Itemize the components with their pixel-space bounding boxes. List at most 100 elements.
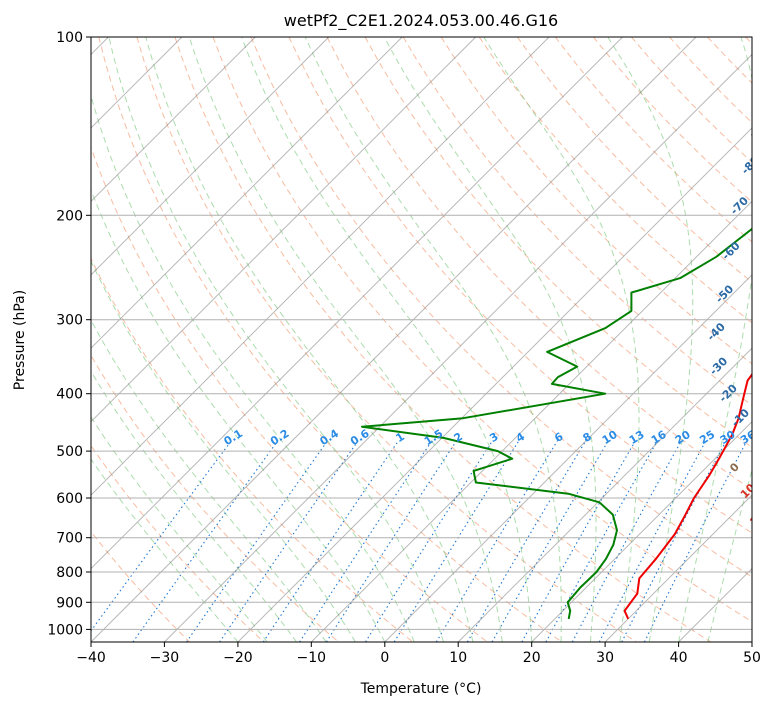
isotherm bbox=[91, 37, 403, 349]
mixing-ratio-label: 10 bbox=[600, 428, 620, 447]
x-tick-label: 40 bbox=[670, 650, 688, 666]
dry-adiabat bbox=[440, 37, 752, 365]
isotherm bbox=[91, 37, 623, 570]
dry-adiabat bbox=[212, 37, 752, 623]
dry-adiabat bbox=[91, 354, 339, 642]
y-tick-label: 600 bbox=[56, 491, 83, 507]
x-tick-label: 50 bbox=[743, 650, 761, 666]
isotherm bbox=[164, 53, 752, 642]
mixing-ratio-lines bbox=[91, 440, 748, 642]
moist-adiabat bbox=[707, 467, 752, 642]
moist-adiabat bbox=[91, 458, 239, 642]
dry-adiabat bbox=[91, 257, 414, 642]
dry-adiabat bbox=[669, 37, 752, 124]
isotherm bbox=[91, 37, 697, 642]
isotherms bbox=[91, 37, 752, 642]
plot-frame bbox=[90, 36, 753, 643]
y-tick-label: 300 bbox=[56, 313, 83, 329]
isobars bbox=[91, 37, 752, 630]
moist-adiabat bbox=[607, 37, 694, 642]
y-tick-label: 100 bbox=[56, 30, 83, 46]
dry-adiabat bbox=[91, 145, 488, 642]
mixing-ratio-line bbox=[491, 440, 609, 642]
moist-adiabat bbox=[304, 37, 562, 642]
dry-adiabat-label: -60 bbox=[719, 239, 742, 262]
sounding-traces bbox=[361, 227, 752, 620]
y-axis-ticks: 100 200 300 400 500 600 700 800 900 1000 bbox=[47, 30, 91, 638]
dry-adiabat-label: -20 bbox=[717, 381, 740, 404]
moist-adiabat bbox=[91, 93, 415, 642]
moist-adiabat bbox=[483, 37, 640, 642]
mixing-ratio-line bbox=[219, 440, 359, 642]
mixing-ratio-label: 3 bbox=[487, 430, 500, 445]
mixing-ratio-line bbox=[621, 440, 727, 642]
isotherm bbox=[384, 274, 752, 642]
dry-adiabat bbox=[593, 37, 752, 203]
chart-title: wetPf2_C2E1.2024.053.00.46.G16 bbox=[284, 11, 558, 31]
plot-area: -100-90-80-70-60-50-40-30-20-10010203040… bbox=[91, 37, 775, 642]
mixing-ratio-line bbox=[466, 440, 587, 642]
mixing-ratio-line bbox=[91, 440, 232, 632]
dry-adiabat bbox=[250, 37, 752, 578]
mixing-ratio-label: 36 bbox=[738, 428, 758, 447]
moist-adiabats bbox=[91, 37, 752, 642]
mixing-ratio-label: 25 bbox=[697, 428, 717, 447]
isotherm bbox=[751, 641, 752, 642]
isotherm bbox=[678, 567, 752, 642]
x-tick-label: −10 bbox=[297, 650, 327, 666]
dry-adiabat-label: -50 bbox=[713, 282, 736, 305]
x-tick-label: −40 bbox=[76, 650, 106, 666]
dry-adiabat-label: -10 bbox=[729, 406, 752, 429]
dry-adiabat-label: -100 bbox=[767, 69, 775, 98]
mixing-ratio-label: 30 bbox=[718, 428, 738, 447]
y-tick-label: 900 bbox=[56, 595, 83, 611]
mixing-ratio-label: 20 bbox=[673, 428, 693, 447]
x-axis-ticks: −40 −30 −20 −10 0 10 20 30 40 50 bbox=[76, 642, 761, 666]
isotherm bbox=[310, 200, 752, 642]
mixing-ratio-label: 0.6 bbox=[348, 427, 372, 449]
moist-adiabat bbox=[678, 37, 752, 642]
isotherm bbox=[91, 37, 550, 496]
moist-adiabat bbox=[91, 260, 356, 642]
isopleth-labels: -100-90-80-70-60-50-40-30-20-10010203040… bbox=[222, 69, 775, 556]
isotherm bbox=[604, 494, 752, 642]
mixing-ratio-line bbox=[325, 440, 458, 642]
moist-adiabat bbox=[188, 37, 503, 642]
x-tick-label: 10 bbox=[449, 650, 467, 666]
isotherm bbox=[237, 127, 752, 642]
dry-adiabat bbox=[326, 37, 752, 491]
isotherm bbox=[91, 37, 330, 276]
moist-adiabat bbox=[241, 37, 533, 642]
temperature-trace bbox=[623, 372, 752, 620]
mixing-ratio-label: 1.5 bbox=[422, 427, 445, 448]
moist-adiabat bbox=[91, 370, 298, 642]
dry-adiabat-label: -40 bbox=[705, 320, 728, 343]
mixing-ratio-label: 0.1 bbox=[222, 427, 245, 448]
dry-adiabat bbox=[174, 37, 712, 642]
dry-adiabat-label: -70 bbox=[728, 194, 751, 217]
y-tick-label: 700 bbox=[56, 531, 83, 547]
x-axis-label: Temperature (°C) bbox=[360, 681, 482, 697]
dry-adiabat-label: -30 bbox=[707, 354, 730, 377]
isotherm bbox=[531, 420, 752, 642]
dry-adiabat bbox=[136, 37, 637, 642]
mixing-ratio-label: 4 bbox=[514, 430, 528, 445]
mixing-ratio-label: 13 bbox=[627, 428, 647, 447]
x-tick-label: −30 bbox=[150, 650, 180, 666]
mixing-ratio-line bbox=[365, 440, 494, 642]
y-tick-label: 800 bbox=[56, 565, 83, 581]
y-tick-label: 200 bbox=[56, 208, 83, 224]
mixing-ratio-line bbox=[186, 440, 329, 642]
x-tick-label: 20 bbox=[523, 650, 541, 666]
moist-adiabat bbox=[383, 37, 597, 642]
mixing-ratio-line bbox=[571, 440, 683, 642]
x-tick-label: 30 bbox=[596, 650, 614, 666]
dewpoint-trace bbox=[361, 227, 752, 620]
mixing-ratio-line bbox=[545, 440, 658, 642]
dry-adiabat-label: -90 bbox=[746, 117, 769, 140]
dry-adiabat-label: 30 bbox=[756, 536, 775, 556]
y-tick-label: 400 bbox=[56, 387, 83, 403]
y-axis-label: Pressure (hPa) bbox=[12, 290, 28, 390]
x-tick-label: 0 bbox=[380, 650, 389, 666]
